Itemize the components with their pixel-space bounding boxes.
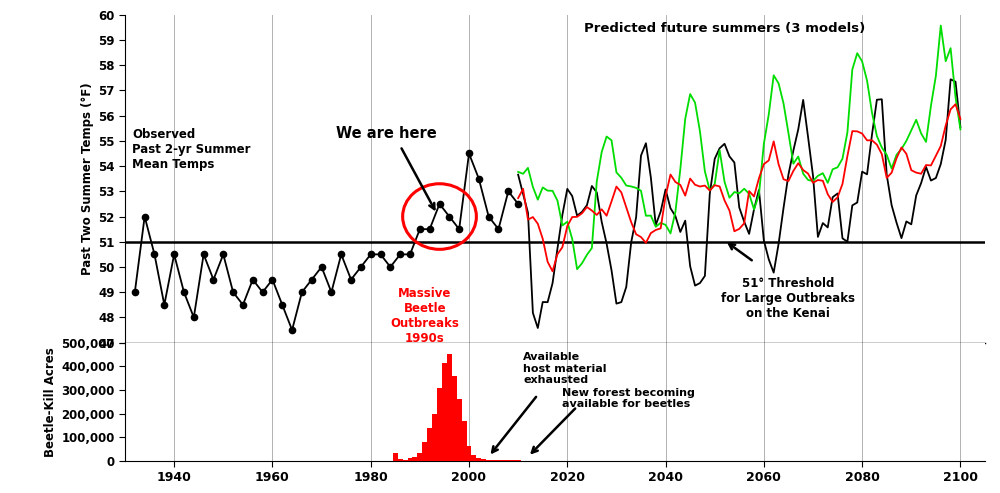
- Bar: [442, 363, 447, 461]
- Bar: [476, 458, 481, 461]
- Text: New forest becoming
available for beetles: New forest becoming available for beetle…: [562, 387, 695, 409]
- Bar: [452, 376, 457, 461]
- Bar: [462, 421, 467, 461]
- Bar: [408, 458, 412, 461]
- Bar: [511, 460, 516, 461]
- Text: Available
host material
exhausted: Available host material exhausted: [523, 352, 607, 386]
- Bar: [417, 453, 422, 461]
- Bar: [412, 457, 417, 461]
- Text: Observed
Past 2-yr Summer
Mean Temps: Observed Past 2-yr Summer Mean Temps: [132, 128, 251, 171]
- Text: 51° Threshold
for Large Outbreaks
on the Kenai: 51° Threshold for Large Outbreaks on the…: [721, 277, 855, 320]
- Text: Predicted future summers (3 models): Predicted future summers (3 models): [584, 22, 865, 35]
- Bar: [471, 455, 476, 461]
- Bar: [457, 399, 462, 461]
- Bar: [437, 387, 442, 461]
- Bar: [486, 460, 491, 461]
- Bar: [398, 459, 403, 461]
- Bar: [422, 442, 427, 461]
- Bar: [427, 428, 432, 461]
- Text: Massive
Beetle
Outbreaks
1990s: Massive Beetle Outbreaks 1990s: [390, 287, 459, 345]
- Bar: [491, 460, 496, 461]
- Text: We are here: We are here: [336, 126, 437, 141]
- Bar: [481, 459, 486, 461]
- Bar: [393, 453, 398, 461]
- Bar: [506, 460, 511, 461]
- Bar: [403, 460, 408, 461]
- Bar: [467, 446, 471, 461]
- Bar: [447, 354, 452, 461]
- Y-axis label: Beetle-Kill Acres: Beetle-Kill Acres: [44, 347, 57, 457]
- Bar: [432, 414, 437, 461]
- Y-axis label: Past Two Summer Temps (°F): Past Two Summer Temps (°F): [81, 82, 94, 275]
